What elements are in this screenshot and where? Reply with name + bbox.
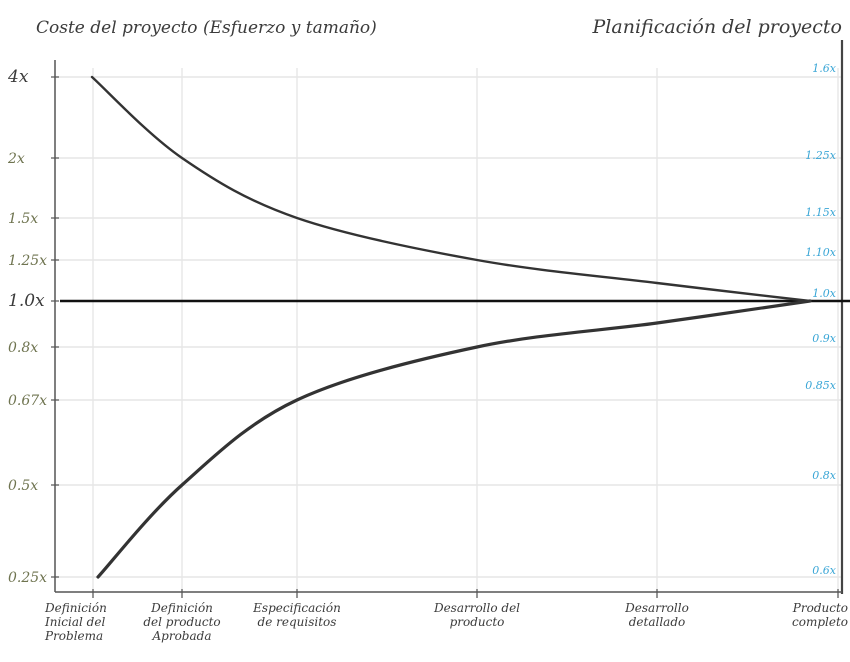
x-category-line: producto — [450, 615, 505, 629]
right-tick-label: 0.8x — [812, 469, 836, 482]
x-category-label: Definición Inicial del Problema — [44, 601, 107, 643]
x-category-line: Inicial del — [44, 615, 105, 629]
x-category-label: Definición del producto Aprobada — [143, 601, 220, 643]
x-category-line: del producto — [143, 615, 220, 629]
left-tick-label: 0.25x — [8, 570, 47, 586]
x-category-line: de requisitos — [258, 615, 337, 629]
x-category-label: Desarrollo del producto — [433, 601, 520, 629]
label-layer: Coste del proyecto (Esfuerzo y tamaño) P… — [7, 16, 848, 643]
x-category-label: Especificación de requisitos — [252, 601, 341, 629]
left-tick-label: 1.25x — [8, 253, 47, 269]
left-tick-label: 1.5x — [8, 211, 38, 227]
x-category-line: Definición — [44, 601, 107, 615]
left-tick-label: 1.0x — [8, 291, 45, 311]
right-tick-label: 1.6x — [812, 62, 836, 75]
right-tick-label: 1.10x — [805, 246, 836, 259]
x-category-label: Desarrollo detallado — [624, 601, 689, 629]
right-tick-label: 0.9x — [812, 332, 836, 345]
right-tick-label: 1.15x — [805, 206, 836, 219]
right-tick-label: 0.6x — [812, 564, 836, 577]
left-tick-label: 2x — [7, 151, 25, 167]
right-axis-title: Planificación del proyecto — [592, 16, 842, 38]
left-tick-label: 0.5x — [8, 478, 38, 494]
x-category-line: detallado — [629, 615, 686, 629]
x-category-line: Aprobada — [152, 629, 212, 643]
upper-bound-curve — [90, 75, 812, 303]
left-tick-label: 4x — [7, 67, 29, 87]
x-category-label: Producto completo — [792, 601, 848, 629]
left-axis-title: Coste del proyecto (Esfuerzo y tamaño) — [36, 18, 377, 38]
x-category-line: Producto — [792, 601, 848, 615]
left-tick-label: 0.8x — [8, 340, 38, 356]
lower-bound-curve — [96, 299, 812, 579]
left-tick-label: 0.67x — [8, 393, 47, 409]
right-tick-label: 1.25x — [805, 149, 836, 162]
curve-layer — [90, 75, 812, 579]
x-category-line: Problema — [44, 629, 103, 643]
axis-layer — [51, 40, 850, 598]
grid-layer — [55, 68, 842, 598]
x-category-line: Desarrollo del — [433, 601, 520, 615]
right-tick-label: 1.0x — [812, 287, 836, 300]
right-tick-label: 0.85x — [805, 379, 836, 392]
x-category-line: completo — [792, 615, 848, 629]
x-category-line: Definición — [150, 601, 213, 615]
x-category-line: Especificación — [252, 601, 341, 615]
x-category-line: Desarrollo — [624, 601, 689, 615]
